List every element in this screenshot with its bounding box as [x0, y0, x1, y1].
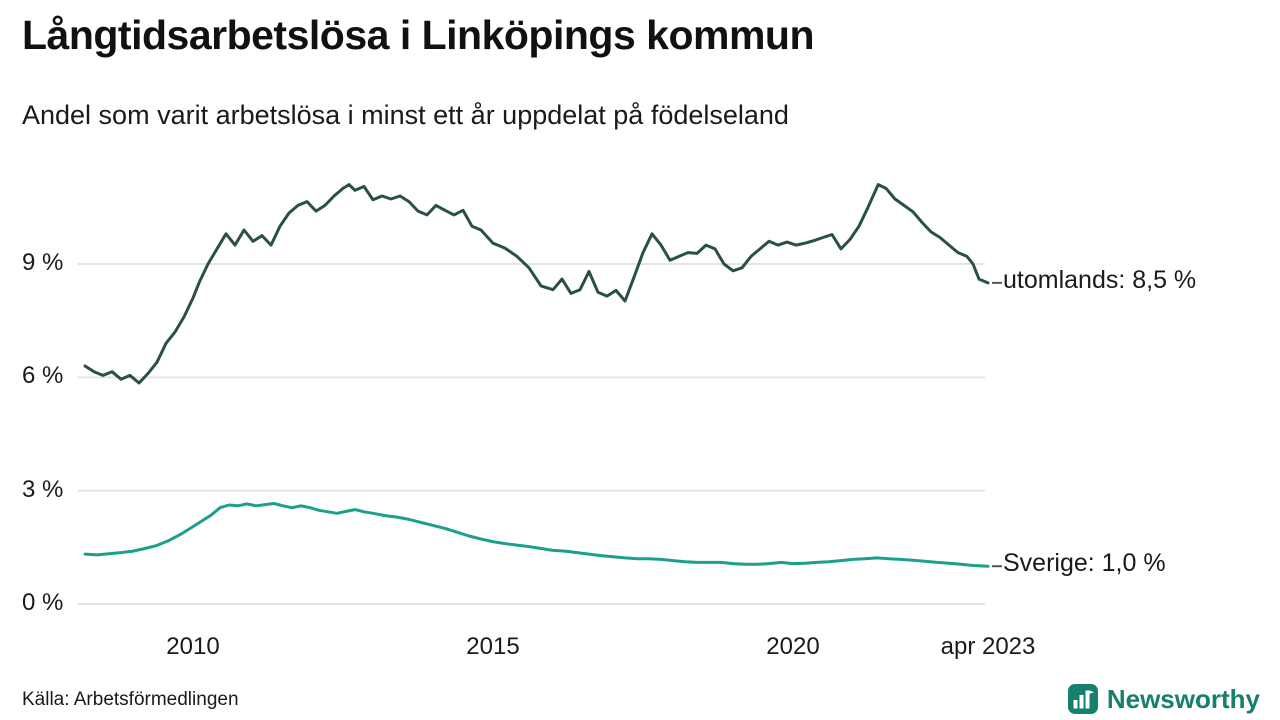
y-tick-label: 0 % — [22, 589, 64, 616]
newsworthy-icon — [1067, 684, 1098, 714]
series-label-utomlands: utomlands: 8,5 % — [1003, 265, 1197, 294]
x-tick-label: 2015 — [466, 633, 520, 660]
y-tick-label: 9 % — [22, 248, 64, 276]
x-tick-label: apr 2023 — [940, 633, 1036, 660]
series-line-Sverige — [83, 502, 990, 568]
chart-subtitle: Andel som varit arbetslösa i minst ett å… — [22, 100, 789, 130]
x-tick-label: 2020 — [766, 633, 820, 660]
page-title: Långtidsarbetslösa i Linköpings kommun — [22, 12, 815, 58]
x-tick-label: 2010 — [166, 633, 220, 660]
series-line-utomlands — [83, 183, 990, 385]
newsworthy-wordmark: Newsworthy — [1106, 683, 1260, 714]
source-note: Källa: Arbetsförmedlingen — [22, 689, 239, 710]
series-label-sverige: Sverige: 1,0 % — [1003, 549, 1166, 578]
newsworthy-logo: Newsworthy — [1067, 683, 1260, 715]
y-tick-label: 6 % — [22, 362, 64, 390]
y-tick-label: 3 % — [22, 475, 64, 503]
